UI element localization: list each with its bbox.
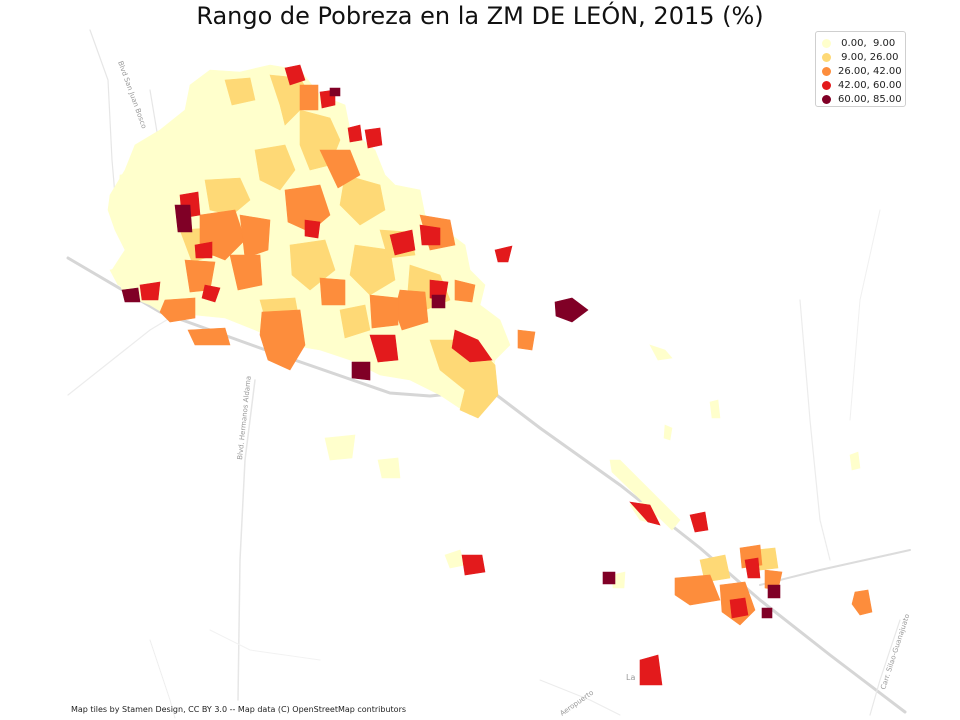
legend-label: 42.00, 60.00 — [838, 79, 902, 91]
legend: 0.00, 9.00 9.00, 26.00 26.00, 42.00 42.00,… — [815, 31, 906, 107]
legend-entry: 9.00, 26.00 — [822, 50, 901, 64]
road — [869, 619, 901, 716]
area-class-4 — [121, 287, 141, 303]
road-label-aeropuerto: Aeropuerto — [559, 689, 596, 718]
area-class-3 — [744, 557, 761, 579]
area-class-3 — [347, 124, 363, 143]
area-class-1 — [349, 244, 396, 296]
area-class-2 — [239, 214, 271, 259]
small-area-east-2 — [709, 399, 721, 419]
area-class-4 — [351, 361, 371, 381]
road — [149, 639, 176, 719]
area-class-3 — [389, 229, 416, 256]
area-class-4 — [761, 607, 773, 619]
poverty-class-2-areas — [159, 84, 873, 626]
area-class-1 — [339, 174, 386, 226]
area-class-3 — [284, 64, 306, 86]
area-class-3 — [451, 329, 493, 363]
road-label-silao-guanajuato: Carr. Silao-Guanajuato — [879, 613, 911, 691]
legend-color-swatch — [822, 94, 831, 104]
area-class-3 — [364, 127, 383, 149]
area-class-3 — [369, 334, 399, 363]
area-class-2 — [319, 277, 346, 306]
legend-entry: 42.00, 60.00 — [822, 78, 902, 92]
urban-area-northwest — [117, 169, 161, 206]
area-class-2 — [319, 149, 361, 189]
area-class-3 — [304, 219, 321, 239]
area-class-4 — [329, 87, 341, 97]
road — [799, 299, 831, 561]
legend-entry: 26.00, 42.00 — [822, 64, 902, 78]
legend-entry: 0.00, 9.00 — [822, 36, 901, 50]
area-class-3 — [494, 245, 513, 263]
area-class-2 — [187, 327, 231, 346]
poverty-class-0-areas — [107, 64, 861, 589]
area-class-2 — [229, 254, 263, 291]
legend-color-swatch — [822, 52, 831, 62]
small-area-south-3 — [444, 549, 466, 569]
attribution-text: Map tiles by Stamen Design, CC BY 3.0 --… — [71, 705, 407, 714]
area-class-2 — [454, 279, 476, 303]
area-class-3 — [639, 654, 663, 686]
area-class-4 — [174, 204, 193, 233]
urban-area-west — [109, 264, 149, 289]
area-class-3 — [194, 241, 213, 259]
legend-label: 26.00, 42.00 — [838, 65, 902, 77]
small-area-east-1 — [649, 344, 673, 361]
road — [237, 379, 256, 701]
legend-label: 0.00, 9.00 — [838, 37, 896, 49]
area-class-1 — [204, 177, 251, 216]
area-class-2 — [159, 297, 196, 323]
area-class-3 — [201, 284, 221, 303]
road-label-san-juan-bosco: Blvd San Juan Bosco — [116, 60, 148, 130]
area-class-1 — [224, 77, 256, 106]
road — [209, 629, 321, 661]
legend-entry: 60.00, 85.00 — [822, 92, 902, 106]
area-class-2 — [299, 84, 319, 111]
area-class-3 — [139, 281, 161, 301]
corridor-strip — [609, 459, 681, 531]
area-class-2 — [851, 589, 873, 616]
legend-color-swatch — [822, 66, 831, 76]
area-class-4 — [554, 297, 589, 323]
legend-color-swatch — [822, 80, 831, 90]
road — [849, 209, 881, 421]
road — [539, 679, 621, 716]
urban-area-south-2 — [377, 457, 401, 479]
area-class-4 — [767, 584, 781, 599]
legend-color-swatch — [822, 38, 831, 48]
urban-area-south-1 — [324, 434, 356, 461]
area-class-4 — [602, 571, 616, 585]
area-class-2 — [369, 294, 399, 329]
area-class-2 — [674, 574, 721, 606]
legend-label: 9.00, 26.00 — [838, 51, 899, 63]
small-area-east-3 — [663, 424, 673, 441]
area-class-1 — [339, 304, 371, 339]
area-class-3 — [689, 511, 709, 533]
poverty-class-4-areas — [121, 87, 781, 619]
area-class-4 — [431, 294, 446, 309]
road — [759, 549, 911, 586]
map-title: Rango de Pobreza en la ZM DE LEÓN, 2015 … — [196, 2, 764, 30]
legend-label: 60.00, 85.00 — [838, 93, 902, 105]
area-class-3 — [461, 554, 486, 576]
area-class-3 — [419, 224, 441, 246]
area-class-1 — [254, 144, 296, 191]
area-class-2 — [517, 329, 536, 351]
area-class-3 — [629, 501, 661, 526]
area-class-2 — [259, 309, 306, 371]
small-area-east-4 — [849, 451, 861, 471]
road-label-la: La — [626, 673, 635, 682]
area-class-3 — [729, 597, 749, 619]
